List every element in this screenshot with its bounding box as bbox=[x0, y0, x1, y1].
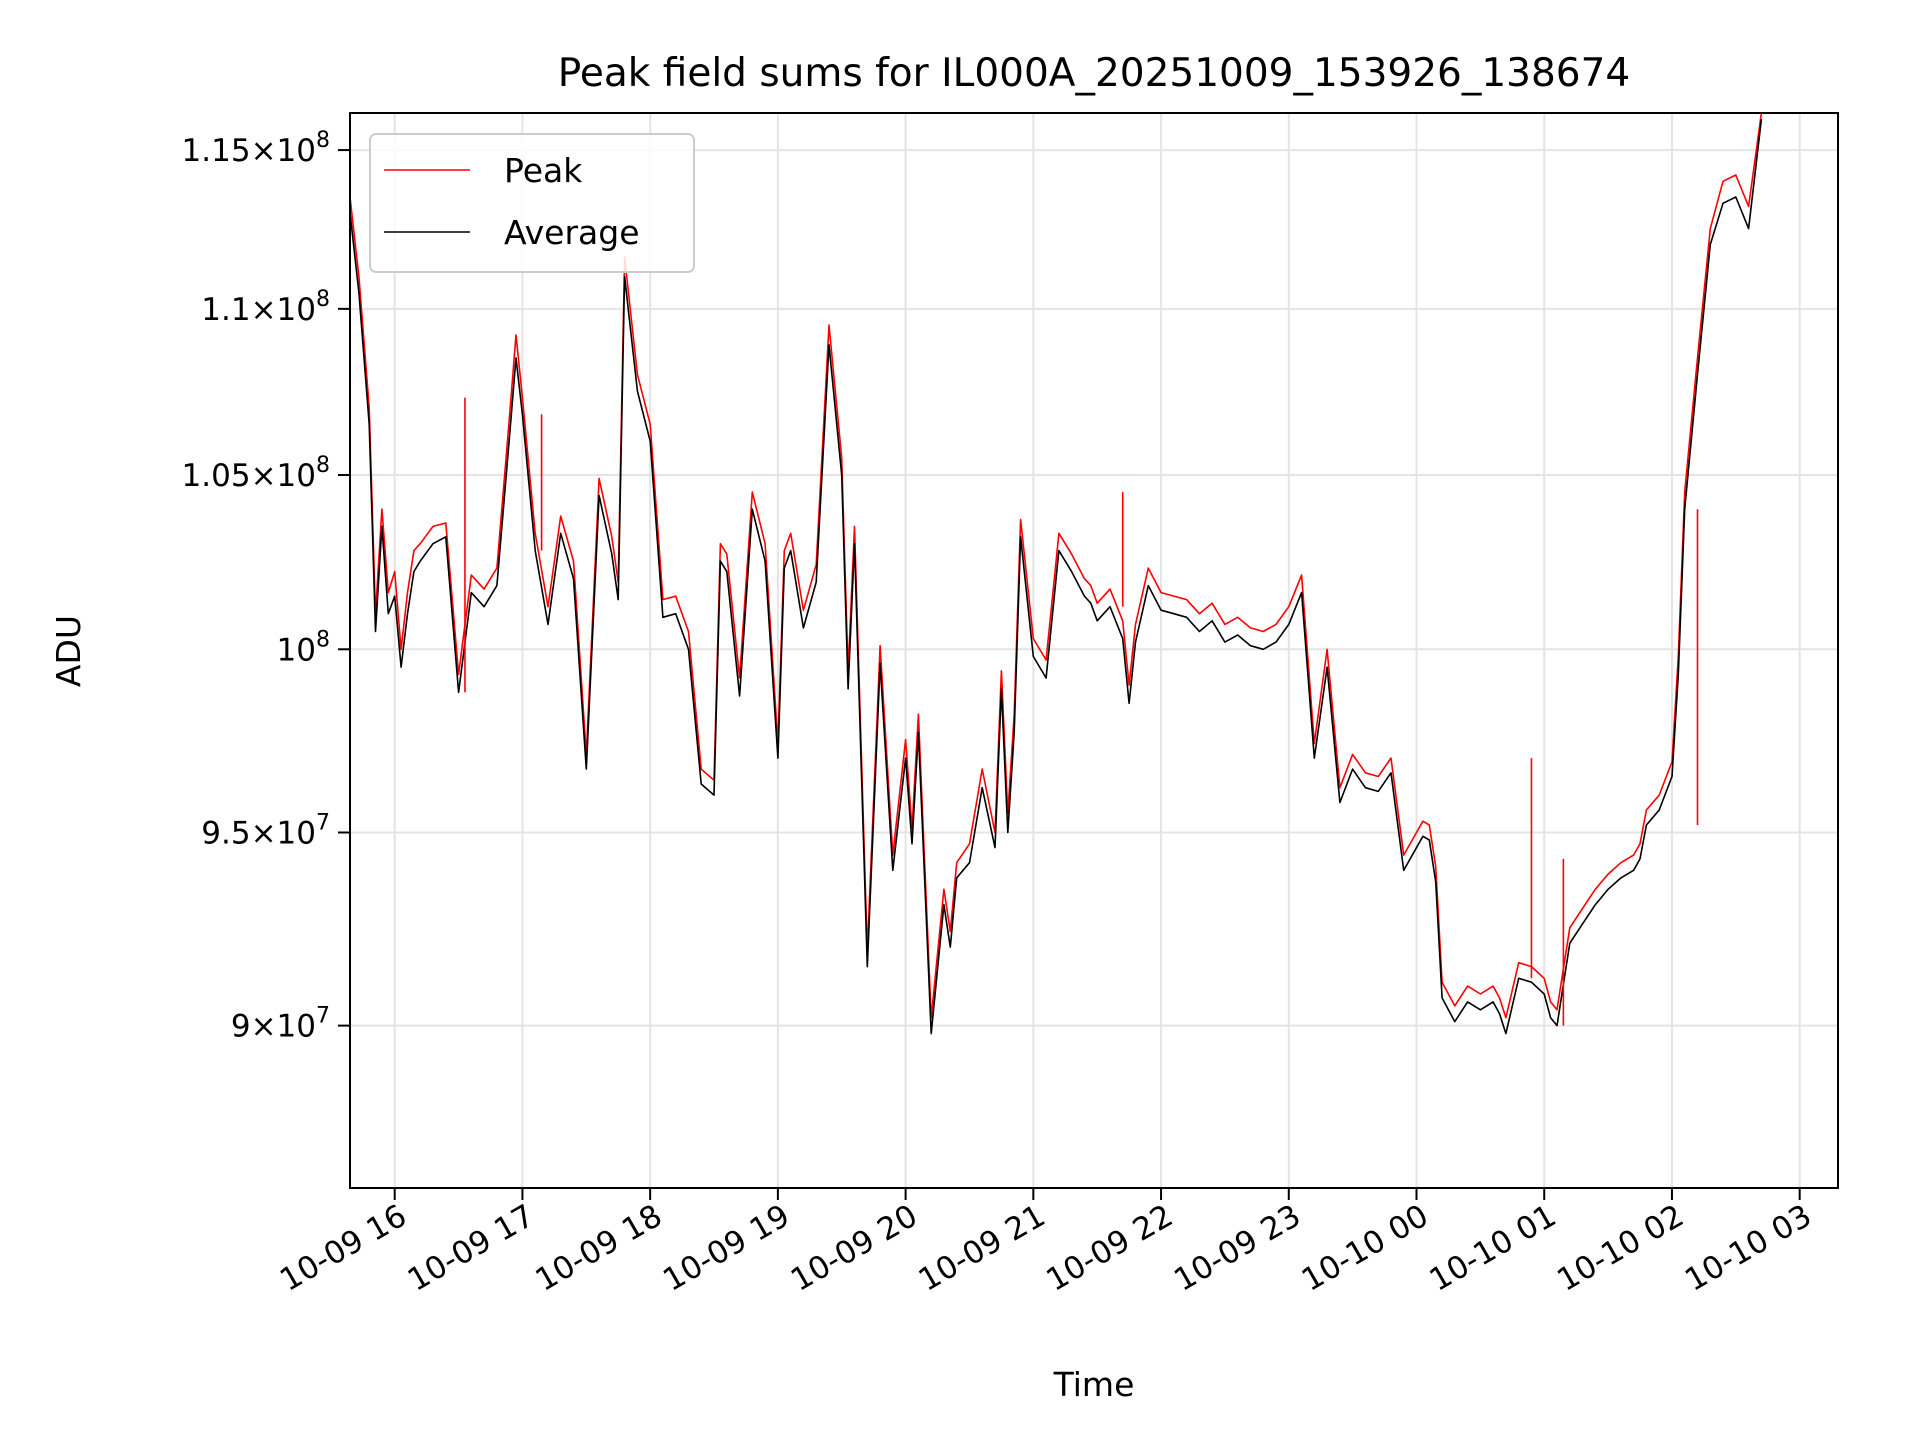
y-tick-label: 1.05×108 bbox=[182, 453, 330, 494]
legend-label-peak: Peak bbox=[504, 151, 583, 190]
legend-box bbox=[369, 133, 695, 273]
grid-layer bbox=[350, 113, 1838, 1188]
x-axis-title: Time bbox=[1053, 1365, 1135, 1404]
series-line-peak bbox=[350, 113, 1763, 1019]
series-line-average bbox=[350, 119, 1763, 1035]
y-tick-label: 108 bbox=[277, 627, 330, 668]
legend-label-average: Average bbox=[504, 213, 640, 252]
chart-title: Peak field sums for IL000A_20251009_1539… bbox=[558, 51, 1630, 96]
y-tick-label: 1.1×108 bbox=[201, 287, 330, 328]
y-axis-ticks: 9×107 9.5×107 108 1.05×108 1.1×108 1.15×108 bbox=[182, 128, 350, 1045]
legend: Peak Average bbox=[369, 133, 695, 273]
y-tick-label: 9.5×107 bbox=[201, 810, 330, 851]
plot-area-frame bbox=[349, 112, 1839, 1189]
series-layer bbox=[350, 113, 1763, 1035]
y-tick-label: 1.15×108 bbox=[182, 128, 330, 169]
y-tick-label: 9×107 bbox=[231, 1004, 330, 1045]
y-axis-title: ADU bbox=[49, 615, 88, 687]
